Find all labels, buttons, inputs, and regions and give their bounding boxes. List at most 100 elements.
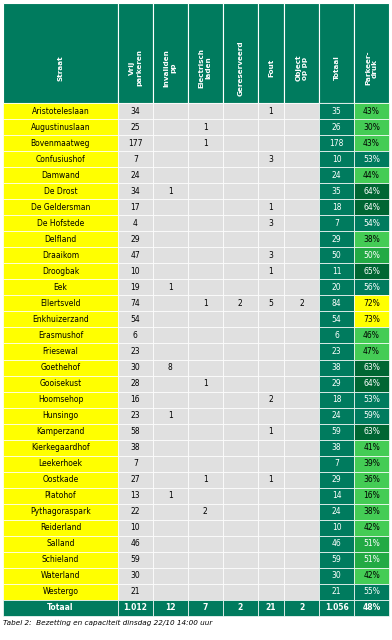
Text: 16%: 16%	[363, 492, 380, 500]
Text: 36%: 36%	[363, 476, 380, 484]
Text: 26: 26	[332, 122, 341, 132]
Bar	[3, 536, 118, 552]
Text: 14: 14	[332, 492, 341, 500]
Bar	[188, 440, 223, 456]
Text: 41%: 41%	[363, 443, 380, 452]
Bar	[118, 183, 153, 199]
Bar	[3, 488, 118, 504]
Bar	[354, 183, 389, 199]
Text: 84: 84	[332, 299, 341, 308]
Bar	[223, 199, 258, 215]
Bar	[188, 3, 223, 103]
Text: 23: 23	[332, 347, 341, 356]
Bar	[153, 279, 188, 296]
Text: 177: 177	[128, 139, 143, 148]
Text: 1: 1	[269, 267, 273, 276]
Bar	[319, 504, 354, 520]
Text: Electrisch
laden: Electrisch laden	[199, 48, 212, 88]
Bar	[188, 328, 223, 344]
Bar	[258, 215, 284, 231]
Bar	[284, 552, 319, 568]
Bar	[3, 3, 118, 103]
Bar	[319, 167, 354, 183]
Text: Hoomsehop: Hoomsehop	[38, 395, 83, 404]
Bar	[354, 231, 389, 247]
Bar	[258, 231, 284, 247]
Bar	[258, 568, 284, 584]
Bar	[258, 360, 284, 376]
Bar	[153, 312, 188, 328]
Bar	[118, 408, 153, 424]
Text: Draaikom: Draaikom	[42, 251, 79, 260]
Bar	[284, 536, 319, 552]
Bar	[223, 408, 258, 424]
Bar	[3, 167, 118, 183]
Bar	[118, 584, 153, 600]
Bar	[223, 231, 258, 247]
Text: 48%: 48%	[363, 604, 381, 612]
Bar	[3, 408, 118, 424]
Text: 7: 7	[334, 219, 339, 228]
Text: 20: 20	[332, 283, 341, 292]
Bar	[319, 279, 354, 296]
Bar	[354, 600, 389, 616]
Bar	[354, 536, 389, 552]
Text: Bovenmaatweg: Bovenmaatweg	[31, 139, 90, 148]
Bar	[284, 440, 319, 456]
Bar	[284, 135, 319, 151]
Bar	[223, 424, 258, 440]
Bar	[118, 312, 153, 328]
Bar	[3, 135, 118, 151]
Bar	[118, 3, 153, 103]
Bar	[3, 360, 118, 376]
Text: 10: 10	[332, 155, 341, 164]
Bar	[319, 151, 354, 167]
Bar	[319, 472, 354, 488]
Bar	[284, 199, 319, 215]
Text: Aristoteleslaan: Aristoteleslaan	[32, 106, 89, 115]
Text: 21: 21	[131, 588, 140, 596]
Bar	[153, 376, 188, 392]
Bar	[3, 279, 118, 296]
Bar	[153, 167, 188, 183]
Bar	[188, 151, 223, 167]
Bar	[223, 3, 258, 103]
Bar	[284, 119, 319, 135]
Bar	[258, 199, 284, 215]
Bar	[3, 376, 118, 392]
Bar	[3, 103, 118, 119]
Text: 17: 17	[131, 203, 140, 212]
Bar	[223, 456, 258, 472]
Bar	[223, 312, 258, 328]
Bar	[354, 135, 389, 151]
Bar	[3, 584, 118, 600]
Text: 50%: 50%	[363, 251, 380, 260]
Bar	[3, 328, 118, 344]
Bar	[188, 231, 223, 247]
Bar	[188, 536, 223, 552]
Text: Gooisekust: Gooisekust	[39, 379, 82, 388]
Bar	[284, 376, 319, 392]
Bar	[354, 215, 389, 231]
Bar	[258, 279, 284, 296]
Bar	[153, 504, 188, 520]
Bar	[188, 520, 223, 536]
Text: Straat: Straat	[58, 55, 64, 81]
Bar	[153, 360, 188, 376]
Bar	[118, 376, 153, 392]
Bar	[118, 103, 153, 119]
Bar	[3, 344, 118, 360]
Bar	[284, 151, 319, 167]
Text: 59: 59	[332, 427, 341, 436]
Bar	[118, 167, 153, 183]
Bar	[188, 296, 223, 312]
Text: 42%: 42%	[363, 572, 380, 580]
Bar	[354, 119, 389, 135]
Bar	[188, 584, 223, 600]
Bar	[188, 376, 223, 392]
Bar	[223, 440, 258, 456]
Bar	[3, 231, 118, 247]
Bar	[319, 135, 354, 151]
Text: 30: 30	[131, 363, 140, 372]
Bar	[223, 167, 258, 183]
